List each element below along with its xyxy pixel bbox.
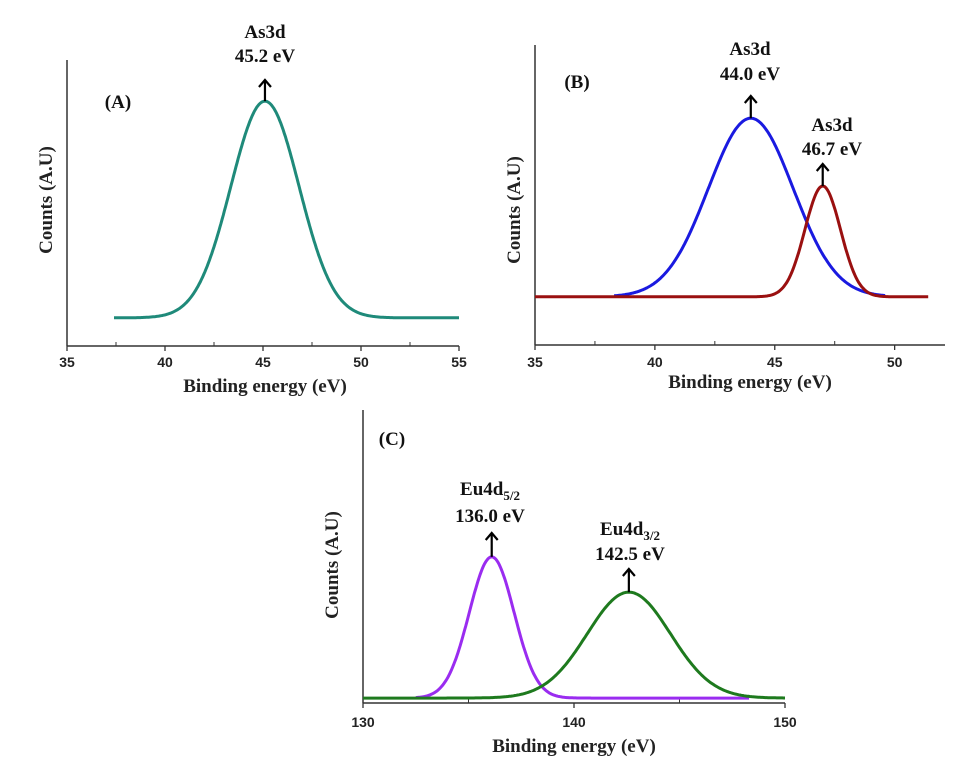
x-tick-label: 130: [351, 714, 375, 730]
peak-species: Eu4d: [460, 479, 504, 500]
x-axis-title: Binding energy (eV): [183, 376, 347, 397]
x-tick-label: 55: [451, 354, 467, 370]
x-tick-label: 140: [562, 714, 586, 730]
arrow-head: [815, 162, 830, 172]
x-tick-label: 45: [767, 354, 783, 370]
x-tick-label: 35: [59, 354, 75, 370]
peak-value: 142.5 eV: [595, 544, 665, 565]
peak-value: 45.2 eV: [235, 46, 295, 67]
series-line-1: [114, 99, 459, 320]
panel-a: 35 40 45 50 55 Binding energy (eV) Counts (A.U…: [36, 22, 467, 397]
peak-label: As3d: [244, 22, 286, 43]
x-tick-label: 35: [527, 354, 543, 370]
peak-label: Eu4d5/2: [460, 479, 520, 503]
arrow-head: [743, 94, 758, 104]
x-axis-title: Binding energy (eV): [668, 372, 832, 393]
x-tick-label: 45: [255, 354, 271, 370]
arrow-head: [258, 78, 272, 88]
panel-b: 35 40 45 50 Binding energy (eV) Counts (A.U) (…: [504, 39, 945, 393]
panel-label: (C): [379, 429, 405, 450]
x-tick-label: 50: [353, 354, 369, 370]
series-line-1: [613, 116, 886, 298]
panel-label: (A): [105, 92, 131, 113]
peak-value: 136.0 eV: [455, 506, 525, 527]
y-axis-title: Counts (A.U): [504, 156, 525, 264]
peak-subscript: 5/2: [503, 488, 520, 503]
arrow-head: [484, 531, 499, 541]
arrow-head: [622, 567, 636, 577]
peak-species: As3d: [811, 115, 853, 136]
peak-label: Eu4d3/2: [600, 519, 660, 543]
peak-species: Eu4d: [600, 519, 644, 540]
x-axis-title: Binding energy (eV): [492, 736, 656, 757]
peak-species: As3d: [729, 39, 771, 60]
peak-label: As3d: [811, 115, 853, 136]
series-line-1: [415, 555, 750, 700]
x-tick-label: 50: [887, 354, 903, 370]
y-axis-title: Counts (A.U): [36, 146, 57, 254]
x-tick-label: 40: [157, 354, 173, 370]
series-line-2: [363, 590, 785, 700]
x-tick-label: 150: [773, 714, 797, 730]
peak-subscript: 3/2: [643, 528, 660, 543]
peak-value: 44.0 eV: [720, 64, 780, 85]
panel-c: 130 140 150 Binding energy (eV) Counts (A.U)…: [322, 410, 797, 757]
peak-species: As3d: [244, 22, 286, 43]
peak-value: 46.7 eV: [802, 139, 862, 160]
series-line-2: [535, 184, 929, 299]
panel-label: (B): [564, 72, 589, 93]
y-axis-title: Counts (A.U): [322, 511, 343, 619]
peak-label: As3d: [729, 39, 771, 60]
x-tick-label: 40: [647, 354, 663, 370]
